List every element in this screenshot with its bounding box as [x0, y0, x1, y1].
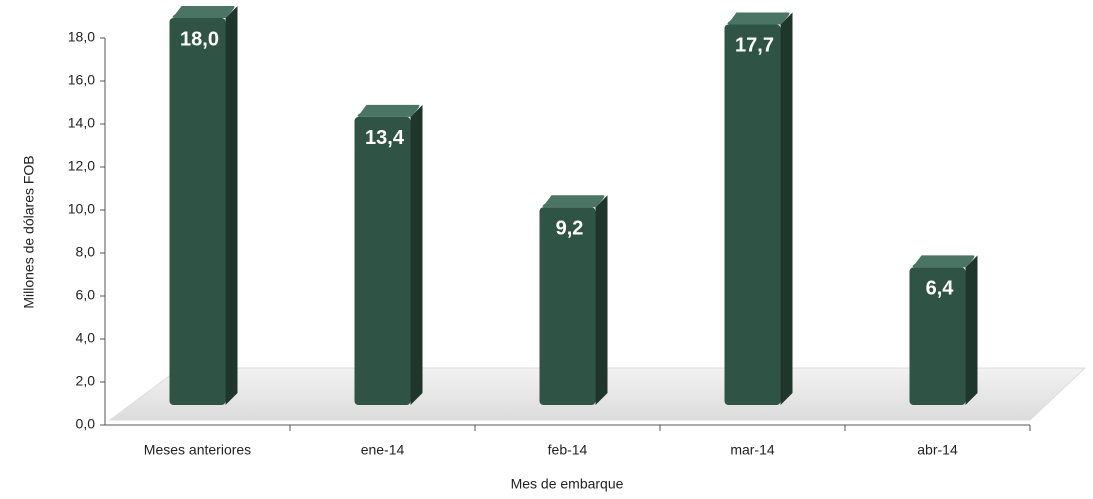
- bar-side: [965, 255, 978, 405]
- x-axis-label: Mes de embarque: [511, 476, 624, 492]
- bar: [724, 24, 781, 405]
- bar-top: [542, 195, 605, 208]
- value-label: 9,2: [556, 217, 584, 239]
- bar-side: [595, 195, 608, 405]
- y-tick-label: 14,0: [68, 115, 95, 131]
- bar-side: [780, 12, 793, 405]
- y-tick-label: 12,0: [68, 158, 95, 174]
- value-label: 17,7: [735, 35, 774, 57]
- bar: [354, 116, 411, 406]
- value-label: 18,0: [180, 28, 219, 50]
- bar: [539, 207, 596, 405]
- y-tick-label: 4,0: [76, 330, 96, 346]
- bar-top: [357, 104, 420, 117]
- y-tick-label: 10,0: [68, 201, 95, 217]
- bar-top: [172, 6, 235, 18]
- x-tick-label: abr-14: [917, 442, 958, 458]
- bar-side: [410, 104, 423, 406]
- value-label: 13,4: [365, 127, 405, 149]
- y-tick-label: 18,0: [68, 29, 95, 45]
- x-tick-label: ene-14: [361, 442, 405, 458]
- bar-top: [727, 12, 790, 25]
- bar: [909, 267, 966, 405]
- y-tick-label: 0,0: [76, 416, 96, 432]
- value-label: 6,4: [926, 278, 955, 300]
- y-axis-label: Millones de dólares FOB: [21, 155, 37, 308]
- x-tick-label: mar-14: [730, 442, 775, 458]
- x-tick-label: feb-14: [548, 442, 588, 458]
- bar-side: [225, 6, 238, 405]
- bar-top: [912, 255, 975, 268]
- bar: [169, 18, 226, 405]
- y-tick-label: 6,0: [76, 287, 96, 303]
- x-tick-label: Meses anteriores: [144, 442, 251, 458]
- y-tick-label: 2,0: [76, 373, 96, 389]
- y-tick-label: 8,0: [76, 244, 96, 260]
- y-tick-label: 16,0: [68, 72, 95, 88]
